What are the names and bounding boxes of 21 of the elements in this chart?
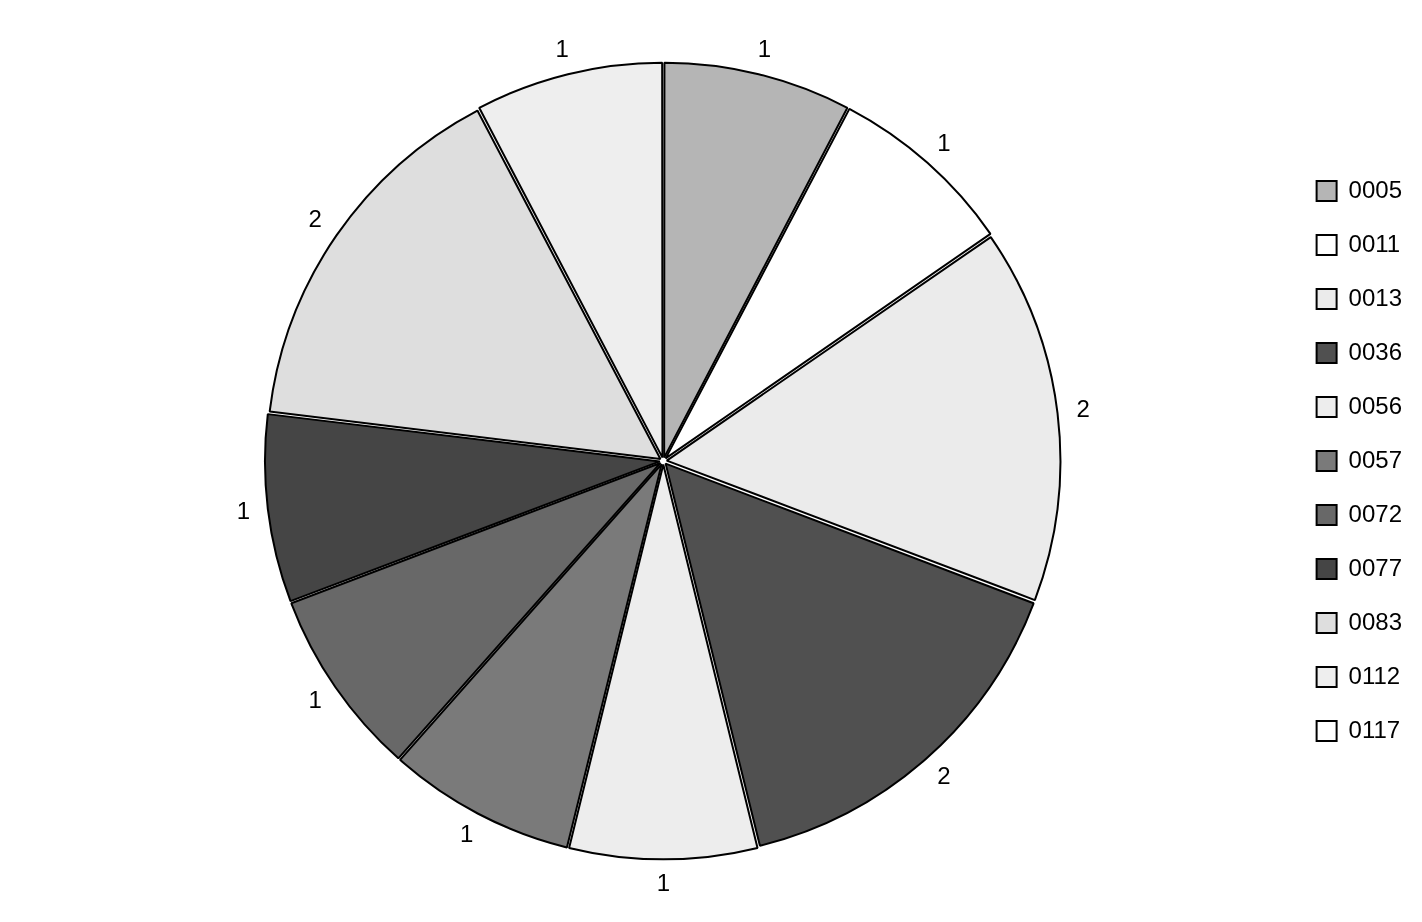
data-label: 1 [937,129,951,156]
legend-label: 0083 [1348,607,1402,635]
data-label: 1 [460,820,474,848]
data-label: 2 [1076,394,1090,422]
data-label: 2 [937,762,951,790]
legend-label: 0117 [1348,715,1401,743]
data-label: 1 [757,34,772,62]
legend-label: 0013 [1348,283,1402,311]
legend-label: 0011 [1348,229,1401,257]
legend-label: 0005 [1348,175,1402,203]
legend-label: 0112 [1348,661,1401,689]
legend-label: 0056 [1348,391,1402,419]
legend-label: 0072 [1348,499,1402,527]
data-label: 1 [308,685,322,713]
legend-label: 0036 [1348,337,1402,365]
data-label: 1 [555,34,569,62]
data-label: 2 [308,205,322,233]
data-label: 1 [236,496,251,524]
legend-label: 0077 [1348,553,1402,581]
legend-label: 0057 [1348,445,1402,473]
data-label: 1 [656,868,670,896]
